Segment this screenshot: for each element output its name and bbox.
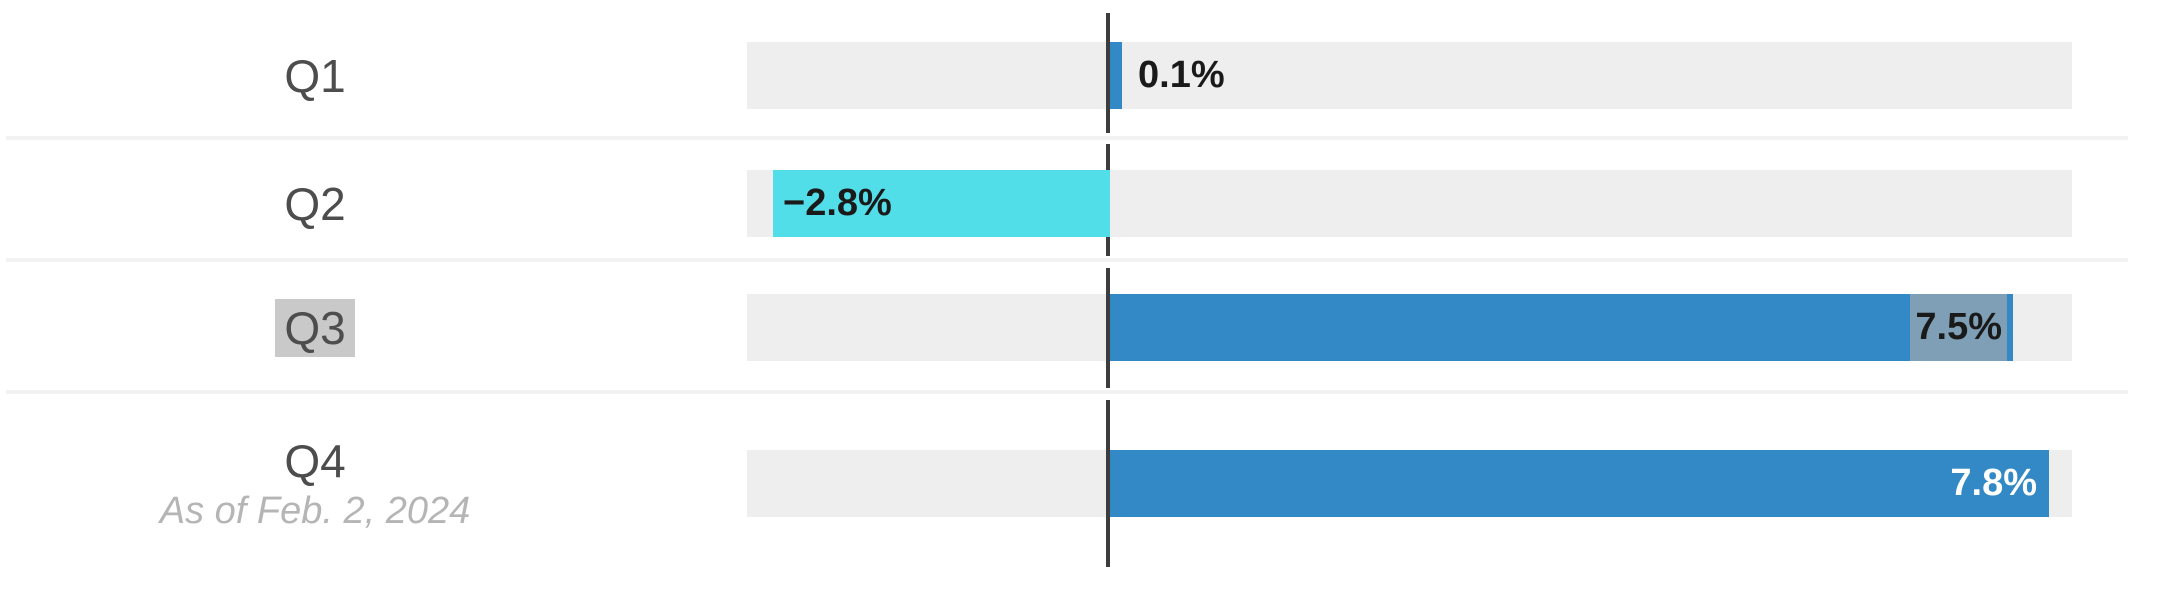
category-label-text: Q3 [284,301,346,354]
bar-q1[interactable] [1110,42,1122,109]
row-divider [6,136,2128,140]
category-highlight: Q3 [275,298,355,357]
zero-baseline-segment [1106,268,1110,388]
bar-q4[interactable]: 7.8% [1110,450,2049,517]
value-label-q4: 7.8% [1950,462,2037,504]
bar-q2[interactable]: −2.8% [773,170,1110,237]
row-divider [6,258,2128,262]
category-label-q2: Q2 [0,170,630,237]
category-label-text: Q1 [284,49,346,102]
zero-baseline-segment [1106,400,1110,567]
value-label-q2: −2.8% [783,182,892,224]
category-label-q3: Q3 [0,294,630,361]
zero-baseline-segment [1106,13,1110,133]
value-highlight: 7.5% [1910,294,2007,361]
row-divider [6,390,2128,394]
as-of-caption: As of Feb. 2, 2024 [159,489,471,532]
value-label-q1: 0.1% [1138,54,1225,96]
bar-q3[interactable]: 7.5% [1110,294,2013,361]
category-label-text: Q2 [284,177,346,230]
category-label-q1: Q1 [0,42,630,109]
category-label-q4: Q4 As of Feb. 2, 2024 [0,435,630,532]
value-label-q3: 7.5% [1915,306,2002,348]
bar-track [747,42,2072,109]
category-label-text: Q4 [284,434,346,487]
